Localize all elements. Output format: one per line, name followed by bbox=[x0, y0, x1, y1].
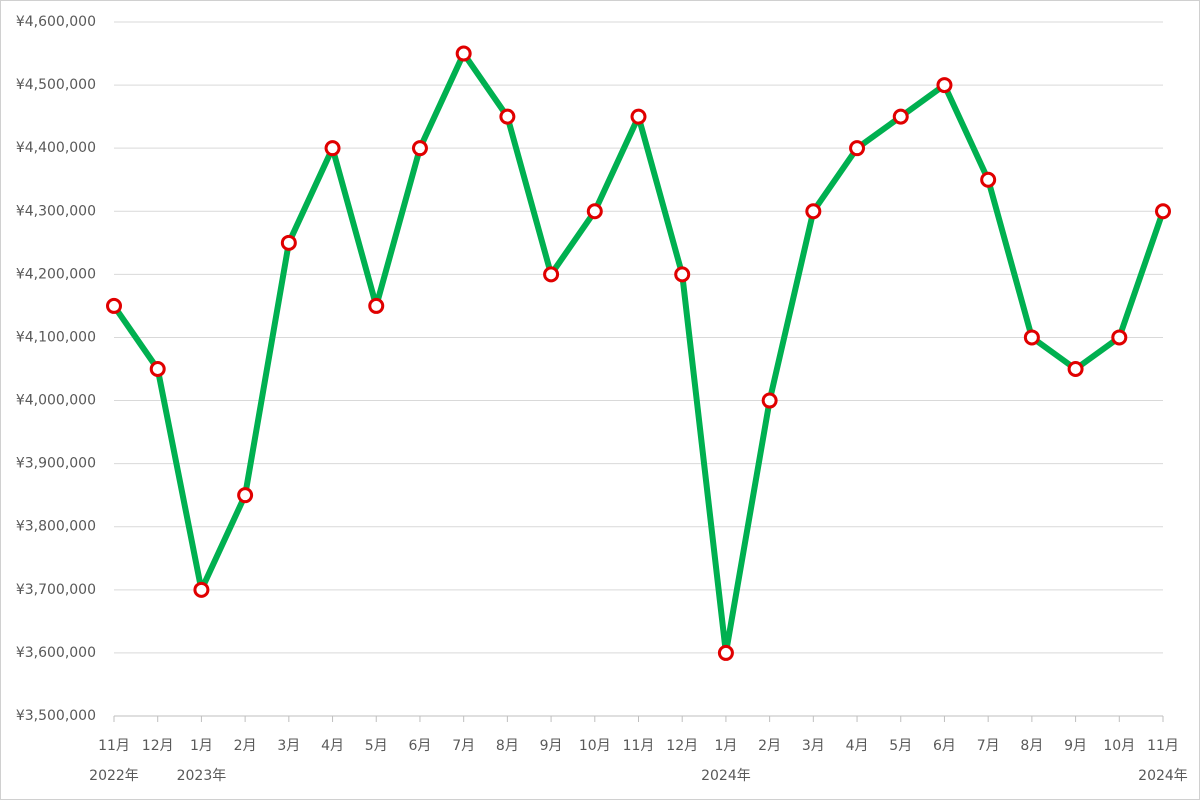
point-marker bbox=[805, 203, 822, 220]
point-marker bbox=[980, 171, 997, 188]
x-tick-label: 7月 bbox=[452, 738, 475, 754]
x-tick-label: 5月 bbox=[889, 738, 912, 754]
point-marker bbox=[936, 77, 953, 94]
point-marker bbox=[1111, 329, 1128, 346]
point-marker bbox=[149, 361, 166, 377]
point-marker bbox=[280, 234, 297, 251]
x-tick-label: 11月 bbox=[623, 738, 655, 754]
point-marker bbox=[586, 203, 603, 220]
year-label: 2024年 bbox=[701, 768, 751, 784]
x-tick-label: 10月 bbox=[1103, 738, 1135, 754]
x-tick-label: 5月 bbox=[365, 738, 388, 754]
y-tick-label: ¥4,000,000 bbox=[16, 393, 96, 409]
x-tick-label: 4月 bbox=[321, 738, 344, 754]
y-tick-label: ¥4,100,000 bbox=[16, 329, 96, 345]
y-tick-label: ¥3,700,000 bbox=[16, 582, 96, 598]
x-tick-label: 7月 bbox=[977, 738, 1000, 754]
point-marker bbox=[630, 108, 647, 125]
x-tick-label: 6月 bbox=[933, 738, 956, 754]
point-marker bbox=[761, 392, 778, 409]
y-tick-label: ¥4,200,000 bbox=[16, 266, 96, 282]
x-tick-label: 10月 bbox=[579, 738, 611, 754]
x-tick-label: 11月 bbox=[1147, 738, 1179, 754]
point-marker bbox=[237, 487, 254, 504]
x-tick-label: 3月 bbox=[802, 738, 825, 754]
point-marker bbox=[411, 140, 428, 157]
x-tick-label: 3月 bbox=[277, 738, 300, 754]
point-marker bbox=[106, 297, 122, 314]
x-tick-label: 11月 bbox=[98, 738, 130, 754]
x-tick-label: 6月 bbox=[408, 738, 431, 754]
x-tick-label: 1月 bbox=[714, 738, 737, 754]
year-label: 2022年 bbox=[89, 768, 139, 784]
x-tick-label: 12月 bbox=[142, 738, 174, 754]
y-tick-label: ¥3,600,000 bbox=[16, 645, 96, 661]
y-tick-label: ¥4,500,000 bbox=[16, 77, 96, 93]
year-label: 2024年 bbox=[1138, 768, 1188, 784]
point-marker bbox=[1067, 361, 1084, 377]
y-tick-label: ¥3,800,000 bbox=[16, 519, 96, 535]
point-marker bbox=[368, 297, 385, 314]
x-tick-label: 1月 bbox=[190, 738, 213, 754]
y-tick-label: ¥3,500,000 bbox=[16, 708, 96, 724]
x-tick-label: 2月 bbox=[234, 738, 257, 754]
point-marker bbox=[324, 140, 341, 157]
x-tick-label: 9月 bbox=[1064, 738, 1087, 754]
y-tick-label: ¥4,600,000 bbox=[16, 14, 96, 30]
point-marker bbox=[717, 644, 734, 661]
point-marker bbox=[1155, 203, 1171, 220]
y-tick-label: ¥3,900,000 bbox=[16, 456, 96, 472]
y-tick-label: ¥4,300,000 bbox=[16, 203, 96, 219]
x-tick-label: 4月 bbox=[846, 738, 869, 754]
point-marker bbox=[193, 581, 210, 598]
x-tick-label: 8月 bbox=[1020, 738, 1043, 754]
point-marker bbox=[1023, 329, 1040, 346]
point-marker bbox=[674, 266, 691, 283]
year-label: 2023年 bbox=[177, 768, 227, 784]
point-marker bbox=[499, 108, 516, 125]
point-marker bbox=[892, 108, 909, 125]
x-tick-label: 2月 bbox=[758, 738, 781, 754]
x-tick-label: 8月 bbox=[496, 738, 519, 754]
y-tick-label: ¥4,400,000 bbox=[16, 140, 96, 156]
x-tick-label: 12月 bbox=[666, 738, 698, 754]
x-tick-label: 9月 bbox=[540, 738, 563, 754]
point-marker bbox=[543, 266, 560, 283]
point-marker bbox=[849, 140, 866, 157]
point-marker bbox=[455, 45, 472, 62]
